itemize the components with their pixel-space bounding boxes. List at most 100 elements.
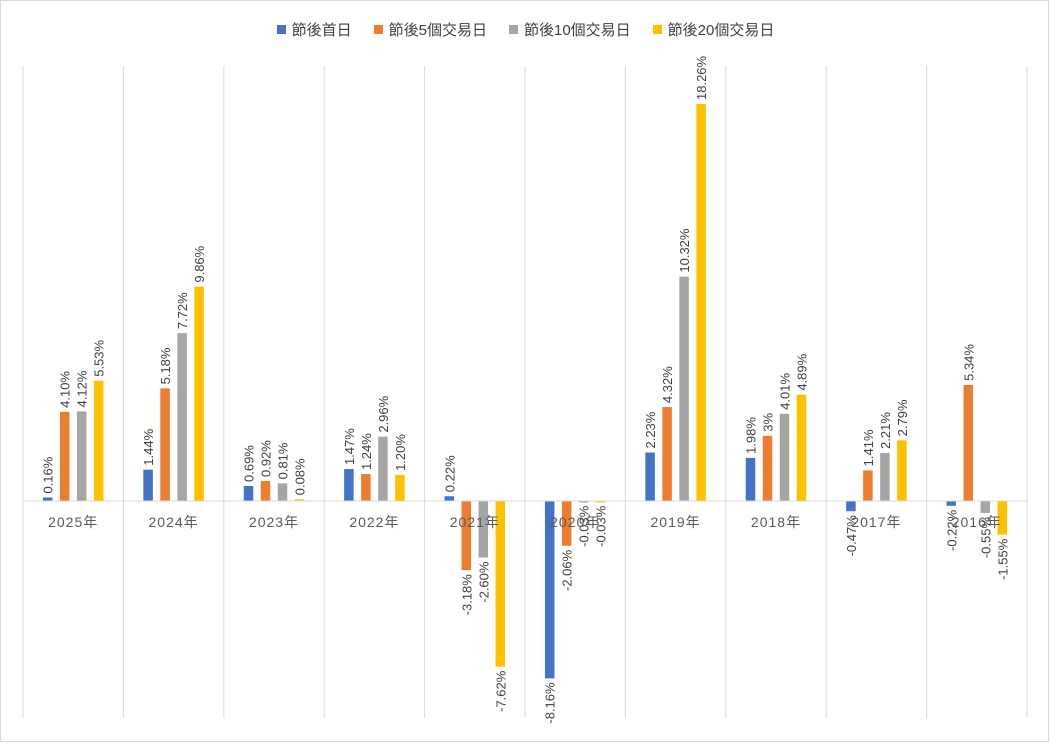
data-label: 1.20% (393, 434, 408, 471)
data-label: 4.89% (795, 353, 810, 390)
bar (980, 501, 991, 513)
bar (344, 469, 354, 501)
bar (93, 380, 104, 501)
bar (361, 474, 371, 501)
data-label: 0.92% (259, 440, 274, 477)
x-tick-label: 2024年 (149, 514, 199, 530)
data-label: 0.16% (41, 456, 56, 493)
data-label: 0.69% (242, 445, 257, 482)
x-tick-label: 2016年 (952, 514, 1002, 530)
data-label: 2.23% (643, 411, 658, 448)
bar (779, 413, 790, 501)
bar (997, 501, 1008, 535)
data-label: 4.01% (778, 373, 793, 410)
data-label: 2.96% (376, 395, 391, 432)
data-label: 9.86% (192, 245, 207, 282)
data-label: 0.81% (276, 442, 291, 479)
data-label: 1.41% (861, 429, 876, 466)
bar (863, 470, 873, 501)
bar (478, 501, 489, 558)
bar (595, 501, 606, 503)
data-label: 5.53% (92, 339, 107, 376)
bar (160, 388, 170, 501)
bar (495, 501, 506, 667)
bar (662, 407, 672, 501)
bar (378, 436, 388, 501)
x-tick-label: 2021年 (450, 514, 500, 530)
x-tick-label: 2019年 (651, 514, 701, 530)
bar (243, 485, 254, 501)
data-label: -7.62% (493, 670, 508, 712)
bar (846, 501, 856, 512)
bar (561, 501, 572, 546)
bar (946, 501, 957, 506)
x-tick-label: 2023年 (249, 514, 299, 530)
bar (444, 496, 455, 501)
data-label: 0.22% (442, 455, 457, 492)
data-label: 3% (761, 413, 776, 432)
bar (679, 276, 689, 501)
bar (745, 457, 756, 501)
bar (544, 501, 555, 679)
bar (963, 384, 974, 501)
x-tick-label: 2018年 (751, 514, 801, 530)
x-tick-label: 2022年 (349, 514, 399, 530)
data-label: -0.03% (594, 505, 609, 547)
data-label: -2.06% (560, 549, 575, 591)
bar (277, 483, 288, 501)
data-label: 1.47% (342, 428, 357, 465)
data-label: -2.60% (476, 561, 491, 603)
legend-item: 節後20個交易日 (652, 19, 775, 40)
data-label: 4.32% (660, 366, 675, 403)
bar (260, 480, 271, 501)
data-label: -3.18% (459, 574, 474, 616)
bar (796, 394, 807, 501)
data-label: -0.47% (844, 515, 859, 557)
legend-swatch (373, 25, 383, 34)
data-label: 1.44% (141, 428, 156, 465)
data-label: -0.55% (978, 517, 993, 559)
bar (762, 435, 773, 501)
legend-swatch (652, 25, 662, 34)
bar (76, 411, 87, 501)
data-label: 1.24% (359, 433, 374, 470)
data-label: -0.22% (944, 509, 959, 551)
legend-item: 節後首日 (276, 19, 352, 40)
x-tick-label: 2025年 (48, 514, 98, 530)
legend-swatch (508, 25, 518, 34)
data-label: -8.16% (543, 682, 558, 724)
data-label: -0.03% (577, 505, 592, 547)
bar (194, 286, 204, 501)
data-label: 4.10% (58, 371, 73, 408)
bar (880, 452, 890, 501)
bar (645, 452, 655, 501)
bar (395, 474, 405, 501)
x-tick-label: 2020年 (550, 514, 600, 530)
legend-swatch (276, 25, 286, 34)
bar (461, 501, 472, 571)
legend-label: 節後20個交易日 (667, 22, 775, 39)
data-label: 2.79% (895, 399, 910, 436)
data-label: 10.32% (677, 228, 692, 273)
bar (294, 499, 305, 501)
data-label: 2.21% (878, 412, 893, 449)
data-label: 18.26% (694, 55, 709, 100)
legend-label: 節後首日 (291, 22, 352, 39)
bar (59, 411, 70, 501)
legend: 節後首日 節後5個交易日 節後10個交易日 節後20個交易日 (0, 19, 1051, 40)
bar (578, 501, 589, 503)
legend-label: 節後5個交易日 (388, 22, 487, 39)
data-label: 7.72% (175, 292, 190, 329)
bar (696, 104, 706, 501)
data-label: 5.34% (961, 344, 976, 381)
x-tick-label: 2017年 (851, 514, 901, 530)
legend-item: 節後5個交易日 (373, 19, 487, 40)
data-label: 5.18% (158, 347, 173, 384)
data-label: 1.98% (744, 417, 759, 454)
legend-item: 節後10個交易日 (508, 19, 631, 40)
bar (177, 333, 187, 501)
bar (143, 469, 153, 501)
bar (42, 497, 53, 501)
